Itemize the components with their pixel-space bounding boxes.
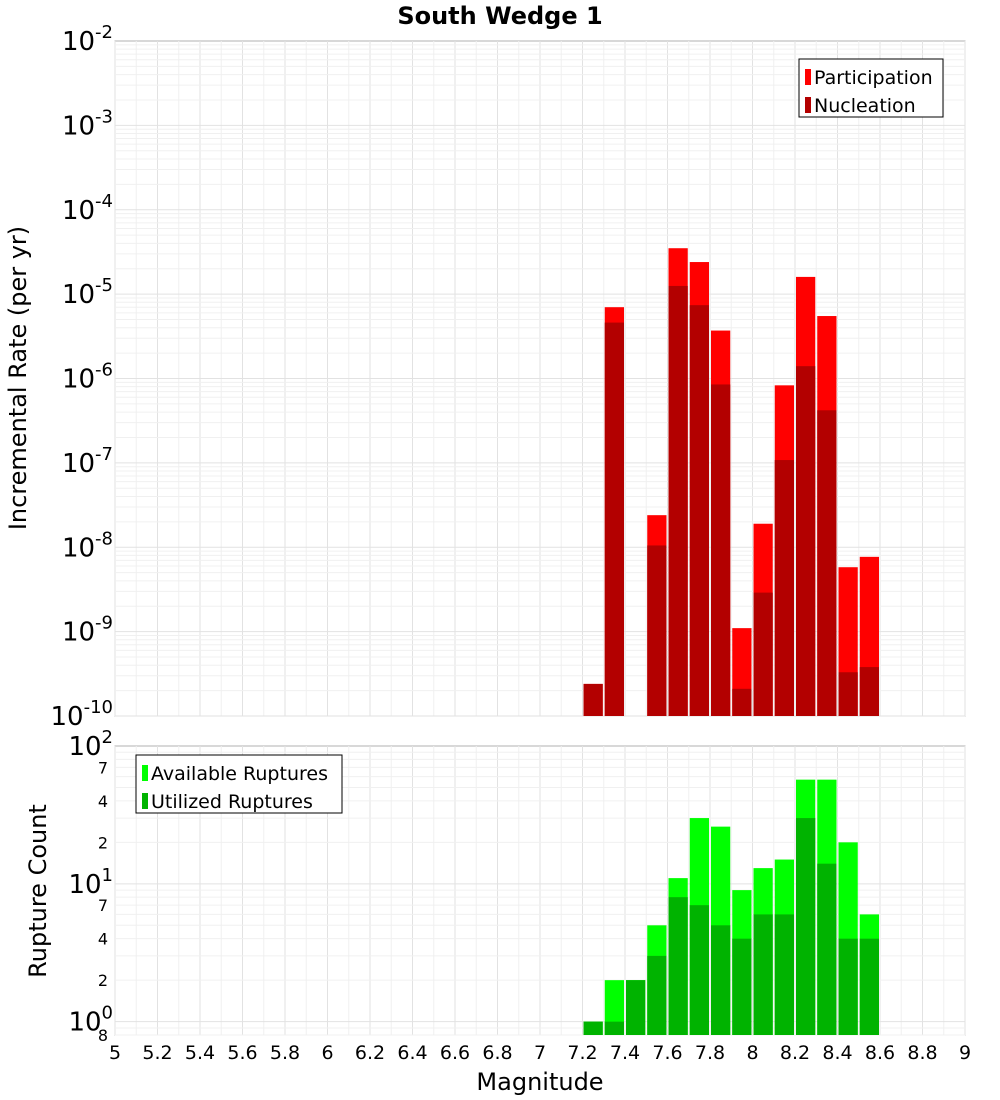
top-legend: Participation Nucleation (798, 58, 944, 118)
top-bar-nucleation (774, 460, 794, 716)
top-bar-nucleation (753, 592, 773, 716)
bottom-bar-utilized-ruptures (817, 863, 837, 1035)
bottom-bar-utilized-ruptures (753, 914, 773, 1035)
legend-swatch (142, 793, 148, 809)
x-tick-labels: 5 5.2 5.4 5.6 5.8 6 6.2 6.4 6.6 6.8 7 7.2 7.4 7.6 7.8 8… (109, 1042, 971, 1064)
top-bar-nucleation (838, 672, 858, 716)
top-y-tick-label: 10-4 (62, 191, 113, 226)
x-tick-label: 5.4 (185, 1042, 215, 1064)
top-y-tick-label: 10-5 (62, 275, 113, 310)
x-axis-label: Magnitude (476, 1068, 603, 1096)
bottom-bar-utilized-ruptures (689, 905, 709, 1035)
chart-title: South Wedge 1 (397, 2, 603, 30)
top-bar-nucleation (732, 688, 752, 716)
x-tick-label: 7.2 (567, 1042, 597, 1064)
top-panel: 10-10 10-9 10-8 10-7 10-6 10-5 10-4 10-3 10-2 Pa… (4, 22, 966, 732)
x-tick-label: 6.2 (355, 1042, 385, 1064)
bottom-bar-utilized-ruptures (626, 980, 646, 1035)
top-bars (583, 248, 879, 717)
bottom-bar-utilized-ruptures (711, 925, 731, 1035)
bottom-y-tick-label: 4 (98, 792, 108, 811)
x-tick-label: 8.4 (822, 1042, 852, 1064)
top-bar-nucleation (817, 410, 837, 716)
x-tick-label: 7.8 (695, 1042, 725, 1064)
x-tick-label: 5.6 (227, 1042, 257, 1064)
x-tick-label: 5 (109, 1042, 121, 1064)
legend-swatch (805, 69, 811, 85)
top-y-tick-label: 10-9 (62, 613, 113, 648)
top-bar-nucleation (859, 667, 879, 716)
bottom-legend: Available Ruptures Utilized Ruptures (135, 754, 343, 814)
top-y-tick-label: 10-8 (62, 528, 113, 563)
bottom-bar-available-ruptures (604, 980, 624, 1035)
top-y-tick-label: 10-2 (62, 22, 113, 57)
legend-box (135, 754, 343, 814)
bottom-y-tick-label: 102 (68, 727, 113, 762)
top-bar-nucleation (583, 683, 603, 716)
legend-swatch (805, 97, 811, 113)
bottom-y-tick-label: 7 (98, 758, 108, 777)
x-tick-label: 7 (534, 1042, 546, 1064)
top-bar-nucleation (796, 366, 816, 716)
bottom-bar-utilized-ruptures (583, 1021, 603, 1035)
top-y-tick-label: 10-3 (62, 106, 113, 141)
bottom-bar-utilized-ruptures (774, 914, 794, 1035)
bottom-y-tick-label: 2 (98, 971, 108, 990)
top-y-tick-label: 10-10 (51, 697, 114, 732)
x-tick-label: 9 (959, 1042, 971, 1064)
top-bar-nucleation (604, 322, 624, 716)
legend-label: Utilized Ruptures (151, 791, 313, 813)
x-tick-label: 6.8 (482, 1042, 512, 1064)
bottom-bar-utilized-ruptures (796, 818, 816, 1035)
bottom-bar-utilized-ruptures (838, 938, 858, 1035)
x-tick-label: 5.8 (270, 1042, 300, 1064)
top-y-axis-label: Incremental Rate (per yr) (4, 226, 32, 530)
legend-label: Available Ruptures (151, 763, 328, 785)
legend-label: Participation (814, 67, 933, 89)
bottom-bar-utilized-ruptures (859, 938, 879, 1035)
bottom-y-tick-label: 101 (68, 865, 113, 900)
bottom-bar-utilized-ruptures (647, 955, 667, 1035)
bottom-y-tick-label: 4 (98, 930, 108, 949)
top-y-tick-label: 10-7 (62, 444, 113, 479)
legend-box (798, 58, 944, 118)
x-tick-label: 8 (746, 1042, 758, 1064)
top-bar-nucleation (647, 545, 667, 716)
bottom-bars (583, 779, 879, 1035)
top-grid (114, 41, 966, 717)
bottom-y-tick-label: 100 (68, 1003, 113, 1038)
x-tick-label: 7.6 (652, 1042, 682, 1064)
x-tick-label: 8.2 (780, 1042, 810, 1064)
legend-swatch (142, 765, 148, 781)
bottom-y-tick-label: 8 (98, 1026, 108, 1045)
x-tick-label: 5.2 (142, 1042, 172, 1064)
bottom-y-tick-label: 7 (98, 896, 108, 915)
top-y-tick-labels: 10-10 10-9 10-8 10-7 10-6 10-5 10-4 10-3 10-2 (51, 22, 114, 732)
top-bar-nucleation (668, 285, 688, 716)
top-bar-nucleation (711, 384, 731, 716)
x-tick-label: 6 (321, 1042, 333, 1064)
top-y-tick-label: 10-6 (62, 360, 113, 395)
x-tick-label: 7.4 (610, 1042, 640, 1064)
x-tick-label: 8.8 (907, 1042, 937, 1064)
bottom-y-tick-label: 2 (98, 833, 108, 852)
bottom-bar-utilized-ruptures (732, 938, 752, 1035)
bottom-bar-utilized-ruptures (668, 897, 688, 1035)
bottom-bar-utilized-ruptures (604, 1021, 624, 1035)
x-tick-label: 6.4 (397, 1042, 427, 1064)
top-bar-nucleation (689, 305, 709, 716)
x-tick-label: 6.6 (440, 1042, 470, 1064)
x-tick-label: 8.6 (865, 1042, 895, 1064)
legend-label: Nucleation (814, 95, 916, 117)
bottom-y-axis-label: Rupture Count (24, 804, 52, 978)
